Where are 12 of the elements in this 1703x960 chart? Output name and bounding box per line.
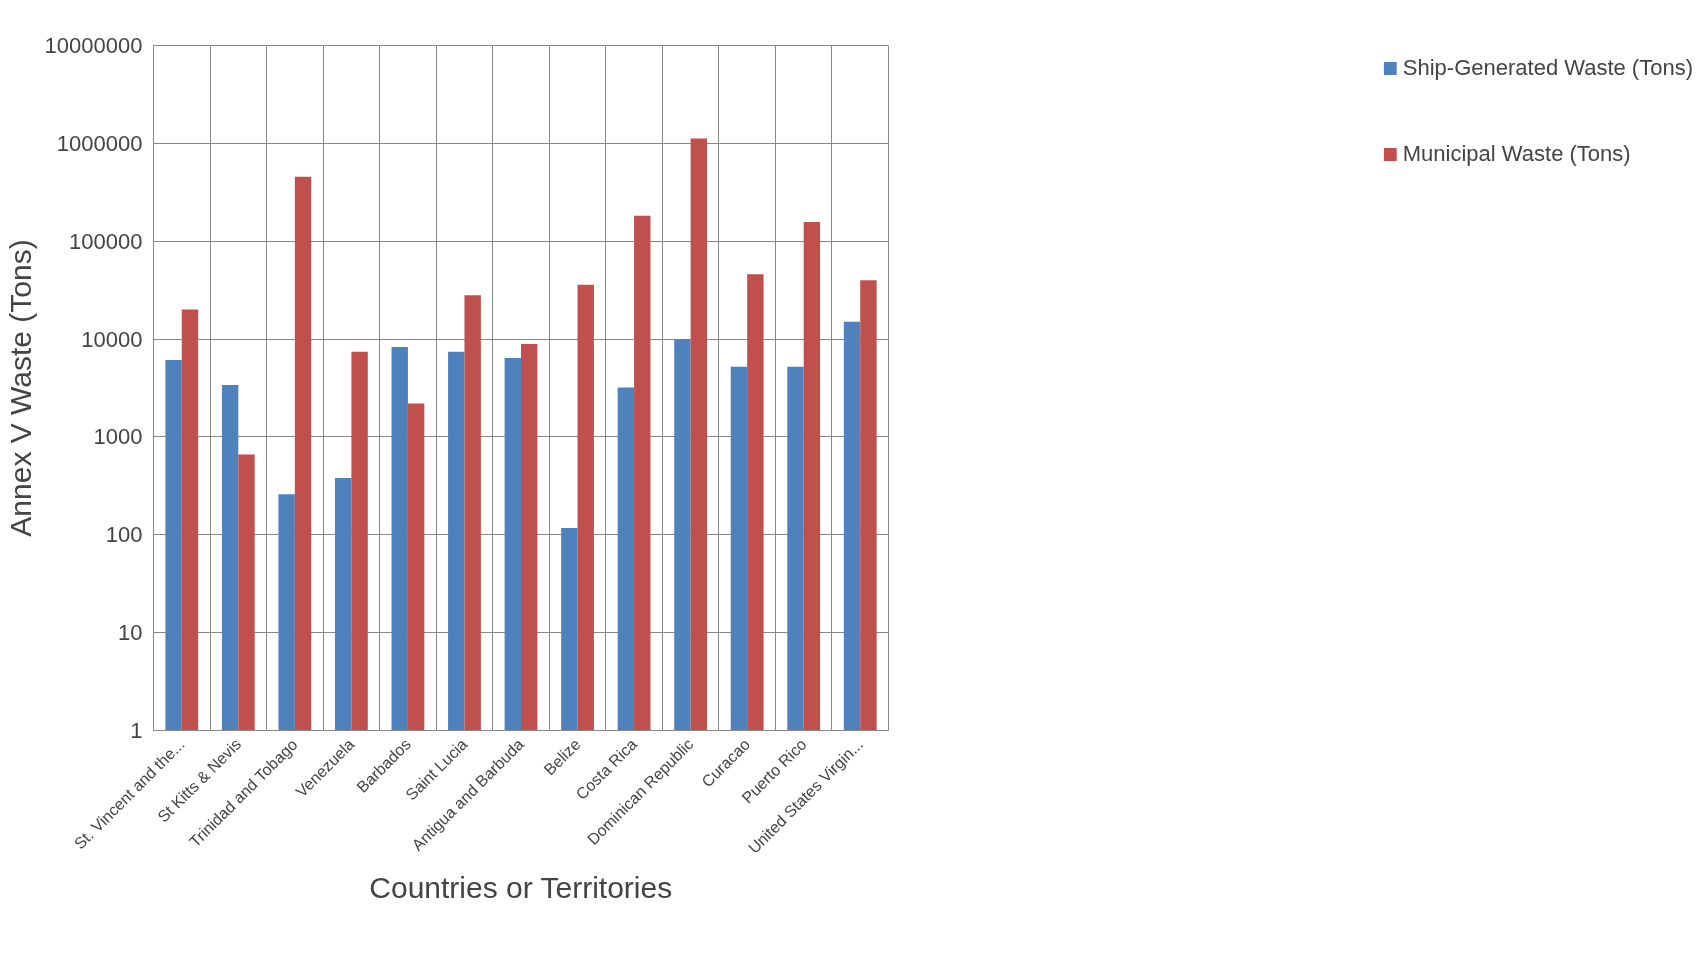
legend-label: Ship-Generated Waste (Tons) [1402, 55, 1693, 81]
y-tick-label: 100 [105, 522, 143, 548]
y-tick-label: 1 [130, 718, 143, 743]
y-tick-label: 1000000 [56, 130, 143, 156]
y-tick-label: 100000 [69, 228, 143, 254]
legend-label: Municipal Waste (Tons) [1402, 141, 1631, 167]
y-tick-label: 10000 [81, 326, 143, 352]
y-tick-label: 10 [118, 620, 143, 646]
y-axis-title: Annex V Waste (Tons) [3, 239, 37, 537]
y-tick-label: 1000 [93, 424, 143, 450]
x-axis-title: Countries or Territories [369, 870, 673, 904]
y-tick-label: 10000000 [44, 33, 143, 58]
